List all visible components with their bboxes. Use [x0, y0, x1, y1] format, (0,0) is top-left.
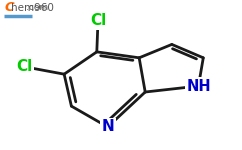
Text: Cl: Cl [90, 13, 106, 28]
Text: C: C [4, 2, 14, 15]
Text: N: N [101, 119, 114, 134]
Text: NH: NH [186, 79, 211, 94]
Text: .com: .com [26, 3, 48, 12]
Text: hem960: hem960 [11, 3, 54, 13]
Text: Cl: Cl [16, 59, 32, 74]
